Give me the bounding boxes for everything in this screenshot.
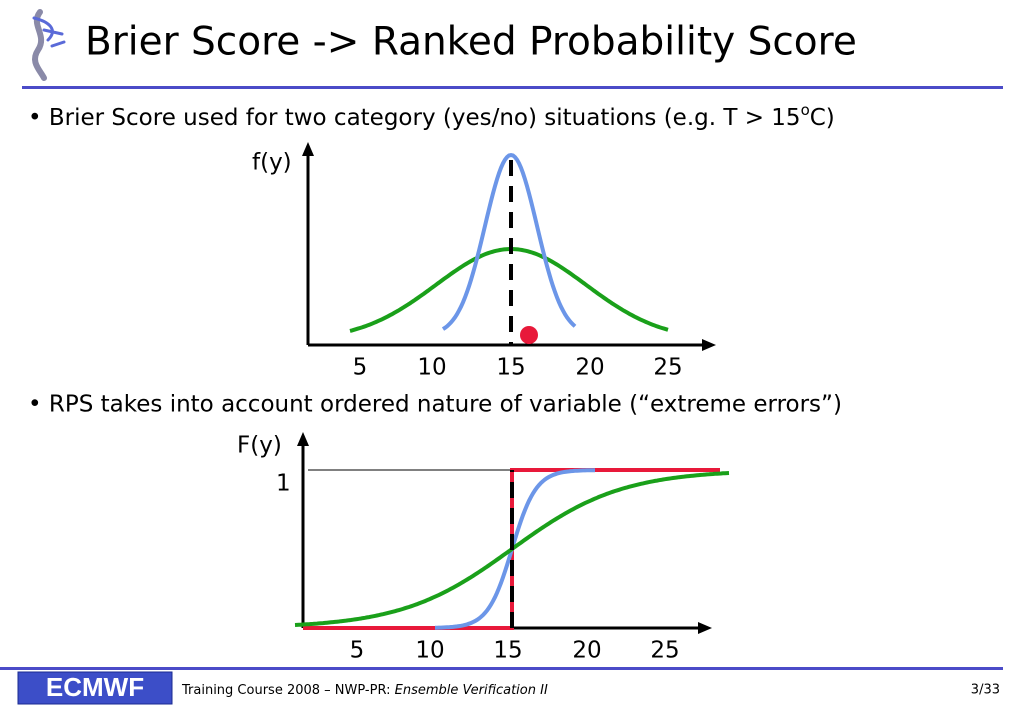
y-max-label: 1 [276, 471, 291, 497]
logo-text: ECMWF [46, 672, 144, 702]
y-label: f(y) [252, 150, 292, 176]
footer-course: Training Course 2008 – NWP-PR: [181, 683, 395, 698]
x-tick-label: 5 [353, 355, 368, 381]
x-tick-label: 15 [493, 638, 522, 664]
x-tick-label: 15 [496, 355, 525, 381]
bullet: • RPS takes into account ordered nature … [28, 392, 842, 418]
footer-text: Training Course 2008 – NWP-PR: Ensemble … [181, 683, 548, 698]
title-rule [22, 86, 1003, 89]
page-number: 3/33 [971, 683, 1000, 698]
x-tick-label: 5 [350, 638, 365, 664]
arrow [297, 432, 309, 446]
bullet: • Brier Score used for two category (yes… [28, 101, 835, 131]
bullet-text: • Brier Score used for two category (yes… [28, 105, 801, 131]
observation-dot [520, 326, 538, 344]
narrow-curve [441, 152, 577, 331]
x-tick-label: 25 [653, 355, 682, 381]
x-tick-label: 10 [415, 638, 444, 664]
arrow [302, 142, 314, 156]
pdf-chart: f(y) [252, 142, 716, 351]
narrow-cdf [435, 468, 595, 630]
arrow [702, 339, 716, 351]
y-label: F(y) [237, 433, 282, 459]
title: Brier Score -> Ranked Probability Score [85, 20, 857, 65]
footer-topic: Ensemble Verification II [395, 683, 548, 698]
superscript: o [801, 101, 810, 119]
x-tick-label: 20 [575, 355, 604, 381]
footer-rule [0, 667, 1003, 670]
x-tick-label: 25 [650, 638, 679, 664]
logo-box [17, 671, 173, 705]
bullet-text: C) [810, 105, 835, 131]
cdf-chart: F(y) 1 [237, 432, 730, 634]
x-tick-label: 10 [417, 355, 446, 381]
x-tick-label: 20 [572, 638, 601, 664]
logo-icon [32, 9, 66, 81]
arrow [698, 622, 712, 634]
